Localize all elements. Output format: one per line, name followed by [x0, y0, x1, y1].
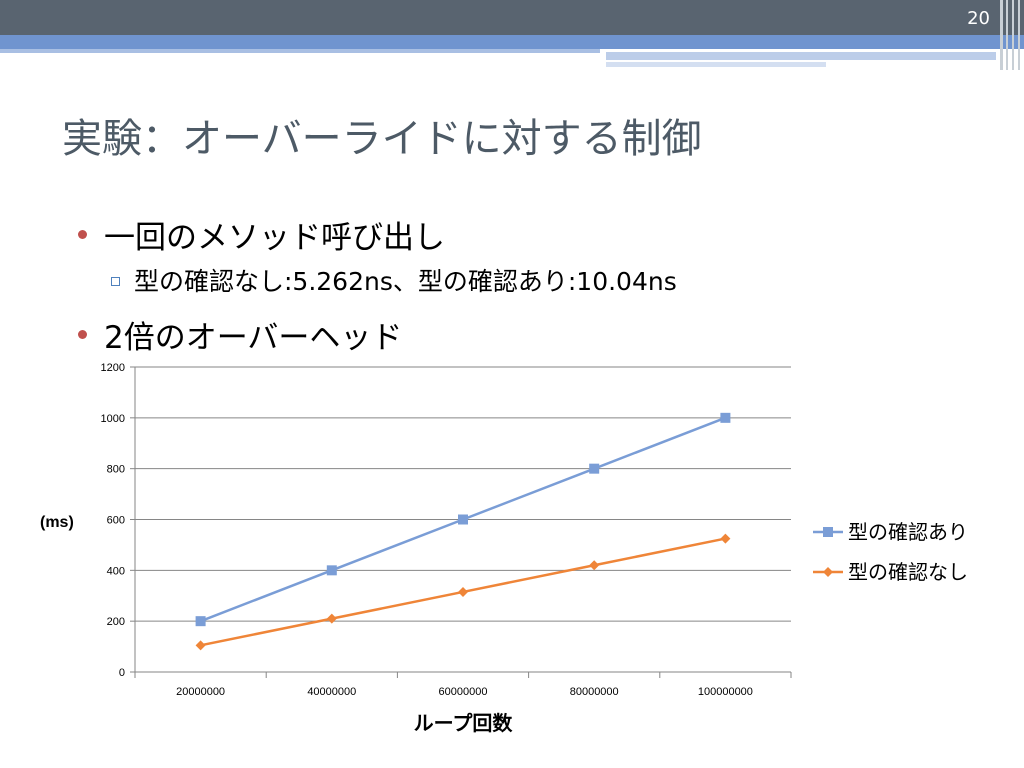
data-point — [195, 640, 206, 651]
y-tick-label: 400 — [107, 565, 125, 577]
y-tick-label: 0 — [119, 667, 125, 679]
chart-series — [195, 412, 731, 651]
header-edge-line — [1000, 0, 1003, 70]
header-edge-line-4 — [1018, 0, 1020, 70]
line-chart: 0 200 400 600 800 1000 1200 20000000 40000000 60… — [40, 362, 968, 735]
x-tick-label: 20000000 — [176, 686, 225, 698]
data-point — [458, 514, 468, 525]
data-point — [589, 463, 600, 474]
y-axis-label: (ms) — [40, 514, 74, 531]
legend-label: 型の確認なし — [848, 561, 968, 584]
header-edge-line-3 — [1012, 0, 1014, 70]
x-tick-label: 60000000 — [439, 686, 488, 698]
x-tick-label: 40000000 — [307, 686, 356, 698]
y-tick-label: 600 — [107, 515, 125, 527]
x-tick-label: 100000000 — [698, 686, 753, 698]
y-tick-label: 200 — [107, 616, 125, 628]
page-number: 20 — [967, 8, 990, 29]
x-tick-label: 80000000 — [570, 686, 619, 698]
data-point — [720, 412, 731, 423]
data-point — [720, 533, 731, 544]
bullet-item-2: 2倍のオーバーヘッド — [104, 320, 403, 356]
legend-marker — [823, 567, 833, 577]
bullet-dot-2 — [78, 330, 87, 339]
y-tick-labels: 0 200 400 600 800 1000 1200 — [101, 362, 125, 679]
bullet-item-1: 一回のメソッド呼び出し — [104, 220, 445, 256]
header-dark-strip — [0, 0, 1024, 35]
y-tick-label: 800 — [107, 464, 125, 476]
y-tick-label: 1200 — [101, 362, 125, 374]
data-point — [326, 565, 337, 576]
bullet-subitem-1: 型の確認なし:5.262ns、型の確認あり:10.04ns — [134, 267, 677, 296]
header-blue-strip — [0, 35, 1024, 49]
header-edge-line-2 — [1006, 0, 1008, 70]
slide-title: 実験：オーバーライドに対する制御 — [62, 116, 702, 162]
header-band — [0, 0, 1024, 70]
data-point — [458, 586, 468, 597]
x-tick-labels: 20000000 40000000 60000000 80000000 10000000… — [176, 686, 753, 698]
legend-marker — [823, 527, 833, 537]
data-point — [589, 560, 600, 571]
data-point — [195, 616, 206, 627]
header-accent-strip — [606, 52, 996, 60]
x-axis-label: ループ回数 — [414, 711, 514, 735]
data-point — [326, 613, 337, 624]
bullet-dot-1 — [78, 230, 87, 239]
legend-label: 型の確認あり — [848, 521, 968, 544]
y-tick-label: 1000 — [101, 413, 125, 425]
header-light-strip — [0, 49, 600, 53]
sub-bullet-square — [111, 277, 120, 286]
header-accent-strip-2 — [606, 62, 826, 67]
chart-grid — [130, 366, 792, 678]
